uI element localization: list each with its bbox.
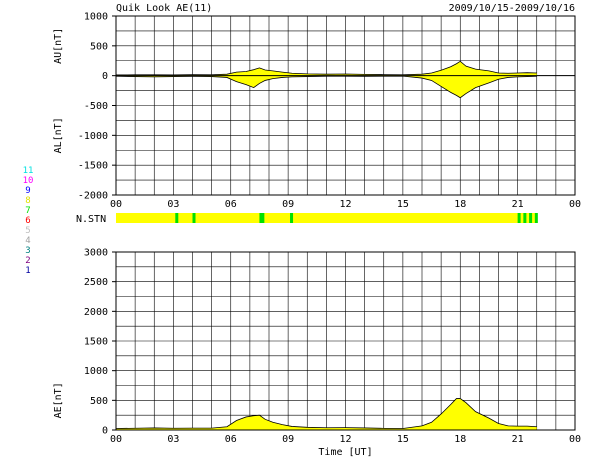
x-tick-label: 06 (225, 199, 237, 210)
y-tick-label: 0 (102, 426, 108, 437)
series-line-ae (115, 398, 537, 429)
x-tick-label: 12 (339, 199, 351, 210)
x-tick-label: 03 (167, 199, 179, 210)
strip-yellow-bar (116, 213, 537, 223)
legend-number: 11 (23, 166, 34, 176)
x-tick-label: 15 (397, 199, 409, 210)
x-tick-label: 00 (110, 434, 122, 445)
y-tick-label: 0 (102, 71, 108, 82)
strip-green-mark (534, 213, 538, 223)
x-tick-label: 21 (512, 199, 524, 210)
legend-number: 2 (25, 256, 30, 266)
y-tick-label: 1000 (84, 366, 108, 377)
legend-number: 9 (25, 186, 30, 196)
legend-number: 4 (25, 236, 30, 246)
strip-green-mark (259, 213, 263, 223)
x-tick-label: 21 (512, 434, 524, 445)
x-tick-label: 09 (282, 199, 294, 210)
strip-green-mark (175, 213, 179, 223)
y-tick-label: 1000 (84, 12, 108, 23)
strip-green-mark (290, 213, 294, 223)
chart-title: Quik Look AE(11) (116, 3, 212, 14)
legend-number: 10 (23, 176, 34, 186)
x-tick-label: 12 (339, 434, 351, 445)
legend-number: 3 (25, 246, 30, 256)
y-tick-label: 3000 (84, 248, 108, 259)
x-tick-label: 00 (110, 199, 122, 210)
y-tick-label: 2500 (84, 277, 108, 288)
strip-green-mark (529, 213, 533, 223)
legend-number: 8 (25, 196, 30, 206)
series-line-au (115, 60, 537, 76)
x-tick-label: 00 (569, 434, 581, 445)
x-tick-label: 18 (454, 199, 466, 210)
series-line-al (115, 75, 537, 99)
chart-date-range: 2009/10/15-2009/10/16 (449, 3, 575, 14)
x-axis-label: Time [UT] (318, 447, 372, 458)
y-tick-label: 500 (90, 41, 108, 52)
x-tick-label: 18 (454, 434, 466, 445)
strip-label: N.STN (76, 214, 106, 225)
y-tick-label: -2000 (78, 191, 108, 202)
legend-number: 7 (25, 206, 30, 216)
strip-green-mark (192, 213, 196, 223)
series-area-al (116, 75, 537, 98)
x-tick-label: 06 (225, 434, 237, 445)
legend-number: 6 (25, 216, 30, 226)
x-tick-label: 00 (569, 199, 581, 210)
y-tick-label: 500 (90, 396, 108, 407)
series-area-au (116, 61, 537, 76)
y-axis-label-ae: AE[nT] (53, 382, 64, 418)
legend-number: 5 (25, 226, 30, 236)
y-tick-label: 2000 (84, 307, 108, 318)
y-tick-label: -1500 (78, 161, 108, 172)
legend-number: 1 (25, 266, 30, 276)
y-tick-label: -1000 (78, 131, 108, 142)
strip-green-mark (517, 213, 521, 223)
strip-green-mark (261, 213, 265, 223)
x-tick-label: 09 (282, 434, 294, 445)
x-tick-label: 15 (397, 434, 409, 445)
series-area-ae (116, 398, 537, 430)
y-tick-label: 1500 (84, 337, 108, 348)
station-strip: N.STN (76, 213, 538, 225)
y-tick-label: -500 (84, 101, 108, 112)
strip-green-mark (523, 213, 527, 223)
x-tick-label: 03 (167, 434, 179, 445)
y-axis-label-au: AU[nT] (53, 28, 64, 64)
y-axis-label-al: AL[nT] (53, 117, 64, 153)
